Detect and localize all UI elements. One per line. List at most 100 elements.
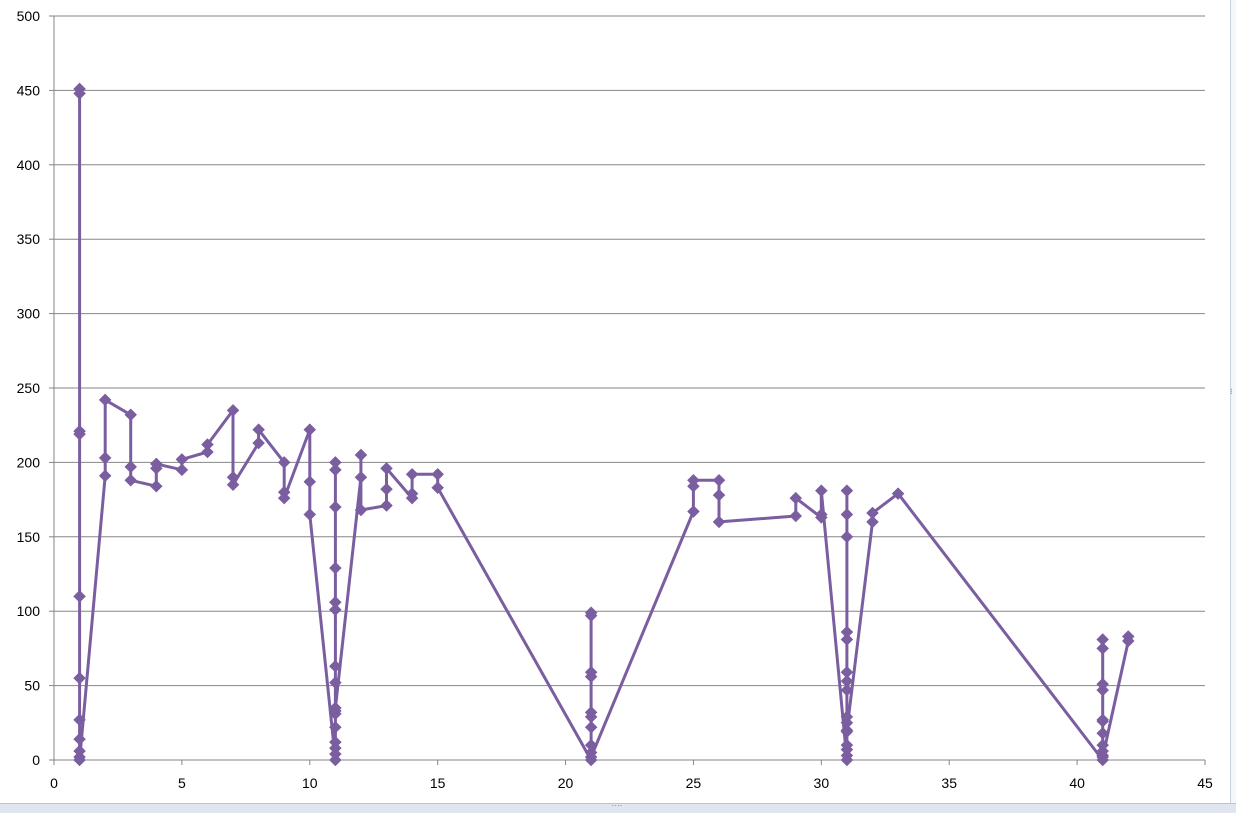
data-point-marker [380,461,393,475]
data-point-marker [329,463,342,477]
data-point-marker [354,503,368,517]
data-point-marker [252,436,265,450]
data-point-marker [891,487,905,501]
data-point-marker [584,665,598,679]
data-point-marker [814,484,828,498]
data-point-marker [866,506,879,520]
data-point-marker [866,515,879,529]
data-point-marker [789,509,803,523]
data-point-marker [329,500,342,514]
y-tick-label: 100 [17,603,41,619]
data-point-marker [329,676,342,689]
data-point-marker [840,633,854,646]
data-point-marker [73,589,86,603]
x-tick-label: 0 [50,775,58,791]
data-point-marker [98,451,112,465]
data-point-marker [712,473,726,487]
data-point-marker [380,499,393,512]
data-point-marker [712,488,726,502]
data-point-marker [840,674,854,688]
x-tick-label: 30 [814,775,830,791]
data-point-marker [840,484,854,498]
x-tick-label: 20 [558,775,574,791]
x-tick-label: 10 [302,775,318,791]
x-tick-label: 15 [430,775,446,791]
tick-labels: 0 50 100 150 200 250 300 350 400 450 500 0 5 10 15 20 25… [17,8,1213,791]
data-point-marker [329,561,342,575]
data-point-marker [1096,633,1110,646]
data-point-marker [175,453,189,466]
axes [49,15,1206,765]
y-tick-label: 0 [32,752,40,768]
data-point-marker [380,482,393,496]
data-point-marker [124,408,138,422]
data-point-marker [98,393,112,407]
data-point-marker [431,467,445,481]
data-point-marker [201,438,214,451]
y-tick-label: 300 [17,306,41,322]
data-point-marker [329,603,342,617]
data-point-marker [201,445,214,459]
window-right-edge [1230,0,1236,803]
data-point-marker [405,487,419,501]
data-point-marker [840,723,854,737]
resize-grip-right-icon[interactable]: ⁝ [1230,387,1233,396]
data-point-marker [73,713,86,727]
data-point-marker [584,750,598,764]
data-point-marker [789,491,803,505]
data-point-marker [149,457,163,471]
x-tick-label: 25 [686,775,702,791]
data-point-marker [840,508,854,521]
data-point-marker [98,469,112,483]
data-point-marker [252,423,265,437]
data-point-marker [329,659,342,673]
data-point-marker [840,625,854,639]
series [73,82,1135,767]
data-point-marker [1096,642,1110,655]
data-point-marker [329,701,342,715]
data-point-marker [354,448,368,462]
data-point-marker [329,595,342,609]
data-point-marker [405,467,419,481]
data-point-marker [840,683,854,697]
gridlines [54,15,1205,687]
data-point-marker [149,479,163,493]
data-point-marker [329,456,342,469]
data-point-marker [73,671,86,685]
y-tick-label: 400 [17,157,41,173]
data-point-marker [303,475,317,489]
data-point-marker [303,508,317,521]
data-point-marker [277,456,291,469]
y-tick-label: 50 [24,678,40,694]
data-point-marker [1096,726,1110,740]
x-tick-label: 35 [941,775,957,791]
data-point-marker [840,738,854,752]
x-tick-label: 40 [1069,775,1085,791]
data-point-marker [175,463,189,477]
data-point-marker [73,753,86,767]
data-point-marker [1096,713,1110,727]
data-point-marker [303,423,317,437]
data-point-marker [1096,750,1110,764]
data-point-marker [124,460,138,474]
resize-grip-bottom-icon[interactable]: ···· [611,801,623,810]
data-point-marker [329,720,342,734]
y-tick-label: 500 [17,8,41,24]
data-point-marker [840,665,854,679]
data-point-marker [226,403,240,417]
x-tick-label: 5 [178,775,186,791]
window-bottom-bar [0,803,1236,813]
data-point-marker [329,735,342,749]
data-point-marker [584,720,598,734]
data-point-marker [73,427,86,441]
y-tick-label: 350 [17,231,41,247]
y-tick-label: 250 [17,380,41,396]
data-point-marker [584,606,598,620]
data-point-marker [840,530,854,544]
data-point-marker [1121,630,1135,643]
data-point-marker [712,515,726,529]
data-point-marker [1096,677,1110,691]
data-point-marker [687,505,700,518]
